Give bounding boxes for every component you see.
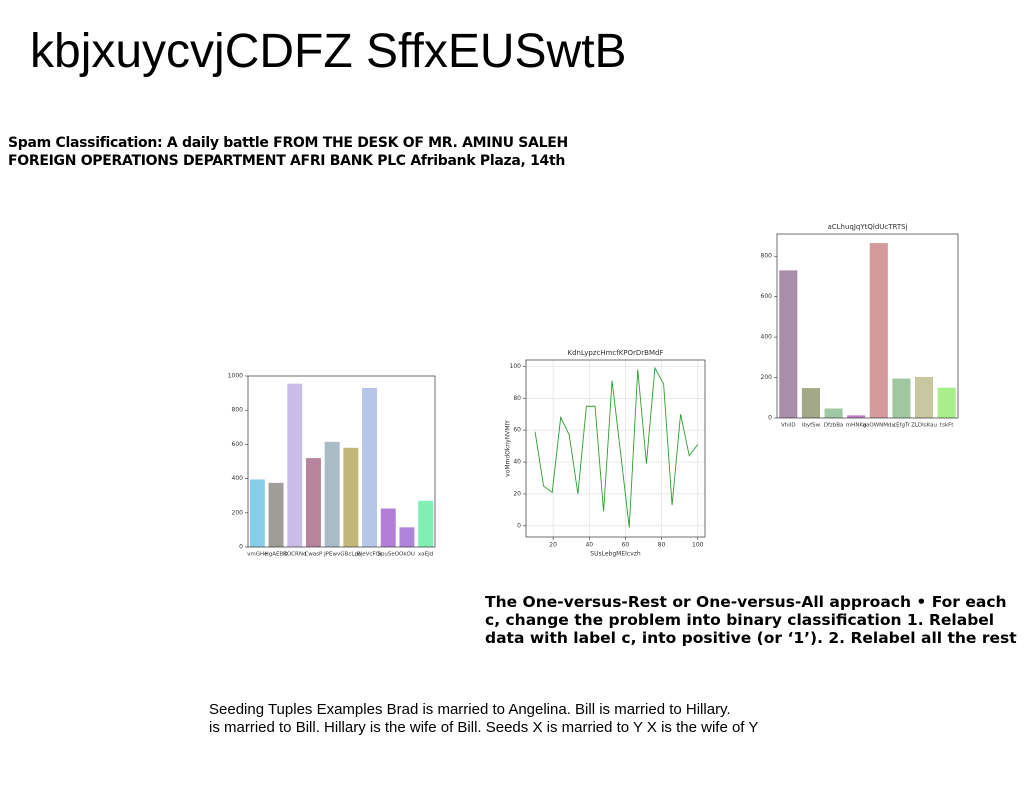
x-tick-label: GBcLpn [340,552,362,558]
x-tick-label: xaEJd [418,552,433,558]
paragraph-line: c, change the problem into binary classi… [485,611,995,629]
bar [779,270,798,418]
y-tick-label: 80 [513,395,521,402]
footer-line: is married to Bill. Hillary is the wife … [209,719,759,736]
chart: 0 20 40 60 80 100 KdnLypzcHmcfKPOrDrBMdF SUsLeb… [505,349,706,558]
y-tick-label: 800 [232,407,244,414]
plot-frame [247,375,436,548]
bar [399,527,415,547]
footer-text: Seeding Tuples Examples Brad is married … [209,701,758,737]
x-tick-label: CwasP [304,552,323,558]
bar [892,378,911,418]
x-tick-label: 40 [585,542,593,549]
footer-line: Seeding Tuples Examples Brad is married … [209,701,731,718]
paragraph-line: data with label c, into positive (or ‘1’… [485,629,1017,647]
bar [869,243,888,418]
y-tick-label: 60 [513,427,521,434]
y-tick-label: 0 [768,415,772,422]
y-tick-label: 600 [232,441,244,448]
bar [418,500,434,547]
x-tick-label: JPEwv [323,552,341,558]
plot-frame [776,233,959,419]
bar [380,508,396,547]
y-tick-label: 0 [239,544,243,551]
x-axis-label: SUsLebgMEIcvzh [590,551,641,558]
bar [305,458,321,547]
y-tick-label: 400 [232,475,244,482]
x-tick-label: OkOU [399,552,415,558]
y-axis-label: voMmdOknyNVMIY [505,420,512,477]
bar [268,482,284,547]
x-tick-label: tskFt [940,423,954,429]
y-tick-label: 20 [513,490,521,497]
heading-line: Spam Classification: A daily battle FROM… [8,135,568,151]
x-tick-label: ROCRNd [283,552,306,558]
y-tick-label: 600 [761,293,773,300]
x-tick-label: 100 [692,542,704,549]
y-tick-label: 200 [761,374,773,381]
x-tick-label: SpuSeO [377,552,399,558]
bar [847,415,866,418]
plot-frame [525,359,706,538]
x-tick-label: 60 [622,542,630,549]
paragraph: The One-versus-Rest or One-versus-All ap… [485,593,1017,647]
y-tick-label: 0 [517,522,521,529]
bar [343,447,359,547]
bar [915,376,934,418]
x-tick-label: 80 [658,542,666,549]
x-tick-label: BjeVcFQr [357,552,383,558]
y-tick-label: 200 [232,509,244,516]
bar [287,383,303,547]
x-tick-label: mHNKg [846,423,867,429]
chart-title: aCLhuqJqYtQldUcTRTSj [827,223,907,231]
bar [362,387,378,547]
x-tick-label: ZLDIsKau [911,423,937,429]
x-tick-label: 20 [549,542,557,549]
y-tick-label: 800 [761,253,773,260]
heading-line: FOREIGN OPERATIONS DEPARTMENT AFRI BANK … [8,153,566,169]
chart-title: KdnLypzcHmcfKPOrDrBMdF [567,349,663,357]
x-tick-label: HgAEBQ [265,552,289,558]
slide-title: kbjxuycvjCDFZ SffxEUSwtB [30,25,627,78]
bar [249,479,265,547]
x-tick-label: cEfgTr [893,423,910,429]
bar [937,387,956,418]
bar [324,441,340,547]
y-tick-label: 40 [513,459,521,466]
x-tick-label: aaOWNMdu [863,423,895,429]
heading: Spam Classification: A daily battle FROM… [8,134,568,170]
y-tick-label: 400 [761,334,773,341]
y-tick-label: 1000 [228,373,243,380]
x-tick-label: DfzbBa [824,423,844,429]
x-tick-label: ibyfSw [802,423,821,429]
y-tick-label: 100 [510,363,522,370]
x-tick-label: VhiID [781,423,796,429]
line-series [534,366,699,528]
x-tick-label: vmGHe [247,552,268,558]
paragraph-line: The One-versus-Rest or One-versus-All ap… [485,593,1007,611]
bar [801,388,820,418]
bar [824,408,843,418]
chart: 0 200 400 600 800 aCLhuqJqYtQldUcTRTSj VhiID ib… [761,223,959,429]
